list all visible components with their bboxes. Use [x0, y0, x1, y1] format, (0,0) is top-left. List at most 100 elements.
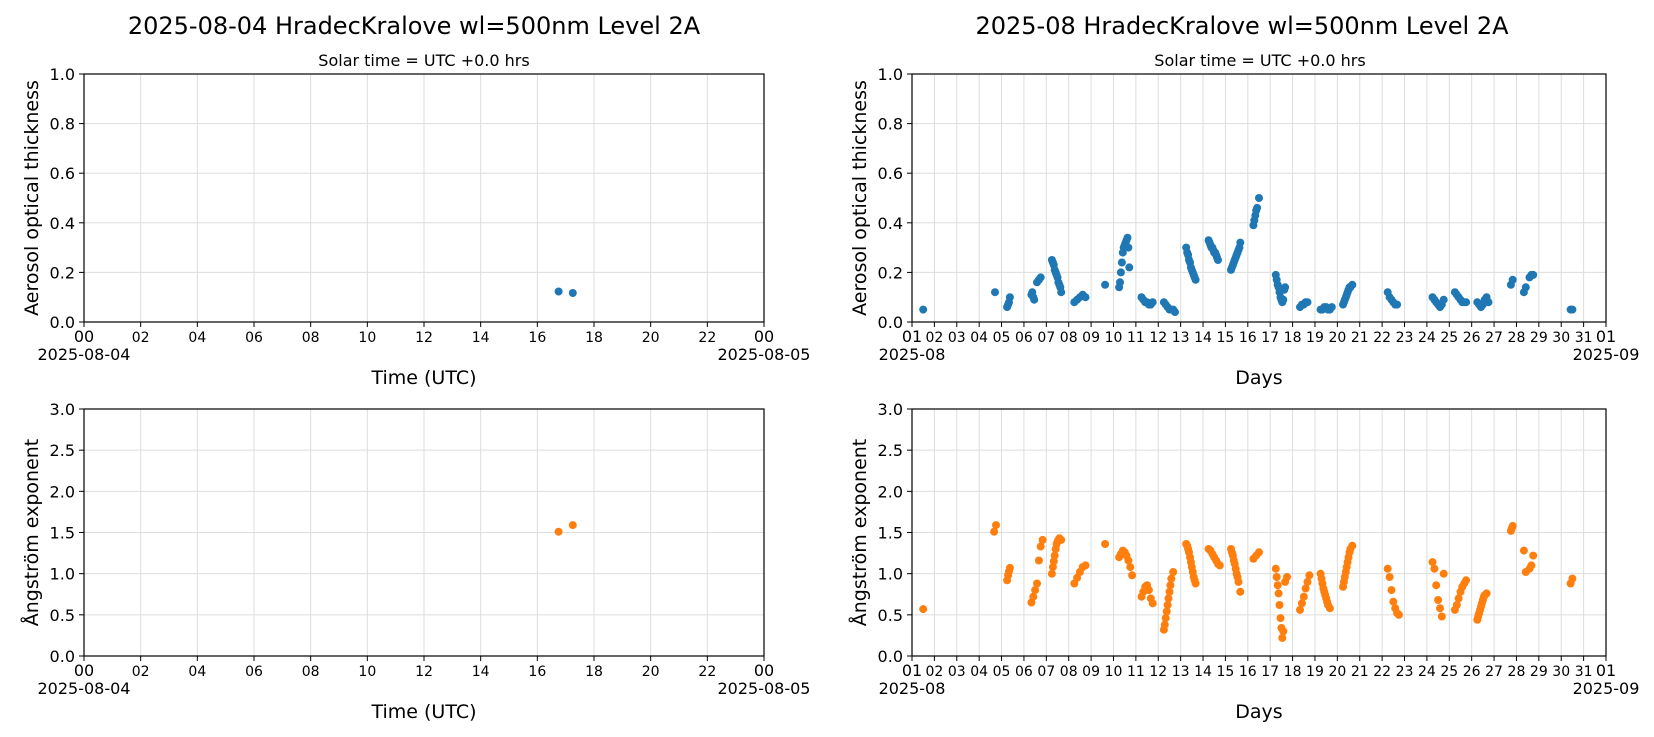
data-point [1164, 594, 1173, 603]
data-point [568, 521, 577, 530]
data-point [1508, 275, 1517, 284]
data-point [1462, 576, 1471, 585]
x-axis-label: Days [1235, 367, 1282, 389]
x-tick-label: 20 [1328, 664, 1346, 680]
x-tick-label: 05 [993, 664, 1011, 680]
data-point [1101, 540, 1110, 548]
x-tick-label: 12 [415, 330, 433, 346]
x-tick-label: 08 [1060, 664, 1078, 680]
data-point [1036, 542, 1045, 551]
x-tick-label: 26 [1463, 664, 1481, 680]
data-point [1521, 283, 1530, 292]
data-point [1434, 596, 1443, 604]
x-tick-label: 13 [1172, 330, 1190, 346]
x-tick-label: 02 [132, 664, 150, 680]
data-point [1034, 556, 1043, 565]
y-tick-label: 1.5 [50, 524, 75, 543]
x-tick-label: 10 [1105, 330, 1123, 346]
x-tick-label: 29 [1530, 330, 1548, 346]
y-tick-label: 1.0 [878, 65, 903, 84]
data-point [1439, 295, 1448, 304]
x-tick-label: 19 [1306, 664, 1324, 680]
data-point [1057, 535, 1066, 544]
data-point [1519, 546, 1528, 555]
x-tick-label: 27 [1485, 664, 1503, 680]
x-tick-label: 24 [1418, 330, 1436, 346]
x-tick-label: 12 [1149, 330, 1167, 346]
grid [911, 408, 1607, 657]
x-tick-label: 10 [358, 330, 376, 346]
data-point [1148, 599, 1157, 608]
data-point [1253, 203, 1262, 212]
x-tick-label: 31 [1575, 330, 1593, 346]
x-tick-label: 04 [188, 664, 206, 680]
x-tick-label: 00 [74, 327, 94, 346]
y-tick-label: 1.0 [50, 65, 75, 84]
data-point [1394, 610, 1403, 619]
x-tick-label: 16 [528, 330, 546, 346]
x-tick-label: 01 [902, 327, 922, 346]
data-point [1160, 620, 1169, 629]
y-tick-label: 0.2 [50, 263, 75, 282]
x-tick-label: 30 [1552, 664, 1570, 680]
x-start-date-label: 2025-08-04 [38, 679, 131, 698]
data-point [992, 521, 1000, 530]
x-tick-label: 31 [1575, 664, 1593, 680]
data-point [1005, 293, 1014, 302]
data-point [1162, 607, 1171, 616]
data-point [1327, 303, 1336, 312]
data-point [990, 527, 999, 536]
x-tick-label: 17 [1261, 664, 1279, 680]
x-tick-label: 20 [1328, 330, 1346, 346]
data-point [1214, 256, 1222, 264]
x-tick-label: 02 [132, 330, 150, 346]
data-point [1527, 561, 1536, 570]
x-tick-label: 25 [1440, 330, 1458, 346]
data-point [1454, 594, 1463, 603]
x-tick-label: 14 [1194, 330, 1212, 346]
data-point [1116, 278, 1124, 287]
x-tick-label: 29 [1530, 664, 1548, 680]
x-tick-label: 14 [472, 330, 490, 346]
x-tick-label: 09 [1082, 330, 1100, 346]
data-point [1166, 581, 1175, 590]
data-point [1167, 574, 1176, 583]
data-point [1124, 243, 1133, 252]
x-tick-label: 16 [528, 664, 546, 680]
plot-frame [83, 408, 765, 657]
data-point [1123, 233, 1132, 242]
data-point [1271, 564, 1280, 573]
x-tick-label: 16 [1239, 664, 1257, 680]
x-tick-label: 30 [1552, 330, 1570, 346]
data-point [1452, 601, 1461, 609]
x-tick-label: 18 [585, 664, 603, 680]
data-point [1297, 599, 1306, 608]
data-point [1101, 280, 1110, 289]
x-tick-label: 00 [754, 327, 774, 346]
left-column-title: 2025-08-04 HradecKralove wl=500nm Level … [128, 12, 701, 40]
x-tick-label: 06 [1015, 330, 1033, 346]
y-tick-label: 3.0 [50, 400, 75, 419]
data-point [1057, 288, 1066, 297]
data-points [919, 194, 1577, 317]
data-point [1436, 604, 1444, 613]
y-tick-label: 0.8 [50, 115, 75, 134]
x-end-date-label: 2025-08-05 [718, 345, 811, 364]
y-tick-label: 0.8 [878, 115, 903, 134]
x-tick-label: 07 [1037, 664, 1055, 680]
data-point [1303, 577, 1312, 586]
x-tick-label: 08 [1060, 330, 1078, 346]
right-column-title: 2025-08 HradecKralove wl=500nm Level 2A [975, 12, 1509, 40]
x-start-date-label: 2025-08 [879, 679, 946, 698]
x-tick-label: 09 [1082, 664, 1100, 680]
x-tick-label: 14 [472, 664, 490, 680]
y-tick-label: 0.2 [878, 263, 903, 282]
y-tick-label: 0.6 [50, 164, 75, 183]
data-point [1279, 627, 1288, 636]
x-axis-label: Days [1235, 701, 1282, 723]
x-tick-label: 01 [902, 661, 922, 680]
data-point [1005, 563, 1014, 572]
x-tick-label: 13 [1172, 664, 1190, 680]
